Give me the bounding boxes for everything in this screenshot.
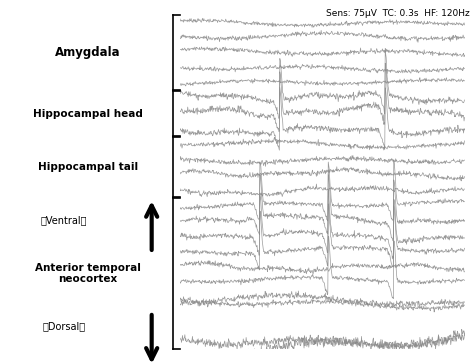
Text: Sens: 75μV  TC: 0.3s  HF: 120Hz: Sens: 75μV TC: 0.3s HF: 120Hz <box>326 9 469 18</box>
Text: Anterior temporal
neocortex: Anterior temporal neocortex <box>35 262 141 284</box>
Text: （Dorsal）: （Dorsal） <box>43 322 85 332</box>
Text: Amygdala: Amygdala <box>55 46 120 59</box>
Text: Hippocampal tail: Hippocampal tail <box>37 162 138 172</box>
Text: Hippocampal head: Hippocampal head <box>33 108 143 119</box>
Text: （Ventral）: （Ventral） <box>41 215 87 225</box>
